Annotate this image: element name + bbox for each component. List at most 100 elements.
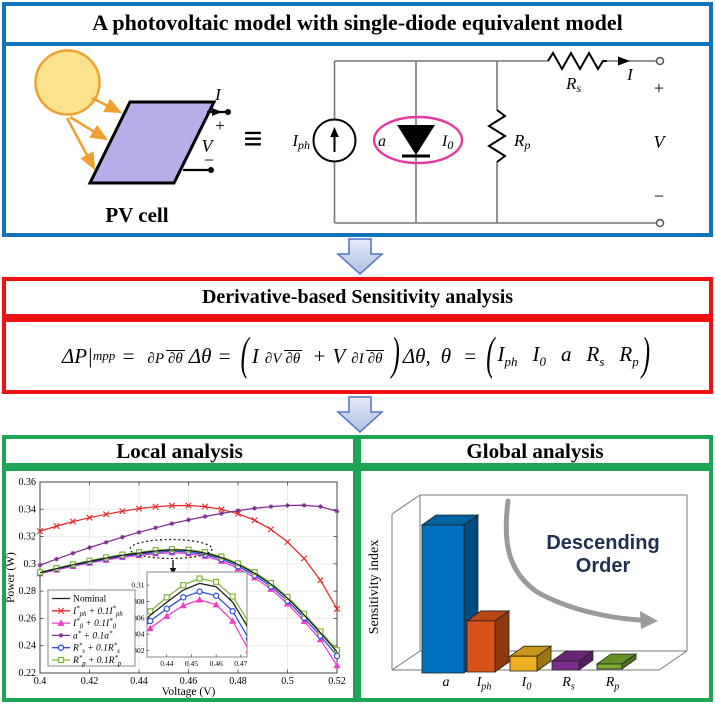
svg-text:0.47: 0.47 [234, 659, 247, 668]
sensitivity-equation: ΔP| mpp = ∂P ∂θ Δθ = ( I ∂V ∂θ + V ∂I ∂θ ) Δ… [6, 322, 709, 390]
svg-text:0.26: 0.26 [19, 613, 37, 624]
sun-icon [34, 49, 101, 116]
svg-text:0.306: 0.306 [128, 613, 145, 622]
descending-order-text: Descending [546, 532, 659, 554]
output-current-arrowhead [618, 56, 630, 66]
terminal-bottom-icon [655, 218, 665, 228]
eq-dtheta-1: Δθ [188, 343, 212, 368]
pv-section-title: A photovoltaic model with single-diode e… [6, 6, 709, 46]
svg-text:Iph: Iph [476, 675, 492, 692]
equivalence-symbol: ≡ [243, 121, 262, 158]
svg-text:Rs: Rs [561, 675, 575, 692]
eq-i: I [251, 343, 259, 368]
pv-minus-label: − [204, 150, 214, 170]
pv-voltage-label: V [202, 136, 215, 156]
sensitivity-section-title: Derivative-based Sensitivity analysis [2, 277, 713, 318]
svg-text:0.22: 0.22 [19, 668, 37, 679]
svg-text:0.304: 0.304 [128, 630, 145, 639]
svg-text:0.28: 0.28 [19, 586, 37, 597]
output-voltage-label: V [654, 132, 667, 152]
inset-series [147, 575, 247, 654]
bar-I0 [508, 645, 553, 672]
pv-current-label: I [214, 85, 222, 104]
descending-order-text: Order [576, 555, 631, 577]
local-analysis-chart: 0.4 0.42 0.44 0.46 0.48 0.5 0.52 0.22 0.24 0.26 0.… [5, 477, 346, 698]
eq-param-i0: I0 [532, 341, 547, 370]
diode-highlight-ellipse [372, 115, 464, 165]
inset-box [146, 571, 248, 658]
eq-param-iph: Iph [497, 341, 518, 370]
down-arrow-2 [336, 396, 384, 434]
iph-label: Iph [291, 131, 310, 152]
pv-terminal-bottom [208, 167, 214, 173]
output-current-label: I [626, 65, 634, 84]
bar-Rp [595, 653, 638, 670]
local-analysis-title: Local analysis [2, 435, 357, 467]
eq-param-rp: Rp [619, 341, 639, 370]
pv-terminal-top [225, 109, 231, 115]
eq-frac-2: ∂V ∂θ [264, 349, 303, 367]
output-plus-label: + [654, 78, 664, 98]
rs-label: Rs [565, 74, 581, 95]
bar-Rs [550, 650, 595, 671]
i0-label: I0 [441, 133, 453, 152]
svg-text:0.302: 0.302 [128, 646, 145, 655]
svg-text:Rp: Rp [605, 675, 620, 692]
output-minus-label: − [654, 186, 664, 206]
svg-text:0.46: 0.46 [180, 676, 198, 687]
svg-text:a* + 0.1a*: a* + 0.1a* [73, 630, 113, 641]
svg-text:a: a [443, 675, 450, 690]
svg-text:I*0 + 0.1I*0: I*0 + 0.1I*0 [72, 618, 117, 630]
series-1 [36, 502, 341, 613]
svg-text:0.34: 0.34 [19, 504, 37, 515]
svg-text:0.44: 0.44 [130, 676, 148, 687]
pv-plus-label: + [215, 116, 225, 135]
svg-text:0.45: 0.45 [185, 659, 198, 668]
pv-current-arrowhead [212, 108, 222, 116]
rp-label: Rp [513, 131, 530, 152]
svg-text:0.46: 0.46 [210, 659, 223, 668]
local-analysis-panel: 0.4 0.42 0.44 0.46 0.48 0.5 0.52 0.22 0.24 0.26 0.… [2, 467, 357, 702]
bar-Iph [465, 610, 511, 673]
svg-text:R*p + 0.1R*p: R*p + 0.1R*p [72, 655, 122, 667]
eq-param-rs: Rs [586, 341, 605, 370]
ideality-factor-label: a [378, 133, 386, 150]
pv-panel [87, 100, 217, 185]
eq-plist-paren-right: ) [641, 330, 651, 381]
pv-circuit-diagram: I + V − PV cell ≡ Iph [34, 49, 667, 228]
global-analysis-chart: Sensitivity index a Iph I0 Rs Rp DescendingOrd… [367, 494, 688, 692]
svg-text:I0: I0 [521, 675, 532, 692]
svg-text:0.52: 0.52 [328, 676, 346, 687]
eq-paren-left: ( [240, 330, 249, 381]
svg-text:0.42: 0.42 [81, 676, 99, 687]
down-arrow-1 [336, 238, 384, 276]
local-plot: 0.4 0.42 0.44 0.46 0.48 0.5 0.52 0.22 0.24 0.26 0.… [5, 477, 346, 698]
svg-text:0.44: 0.44 [160, 659, 173, 668]
global-analysis-title: Global analysis [357, 435, 713, 467]
svg-text:0.32: 0.32 [19, 532, 37, 543]
eq-theta: θ [440, 343, 452, 368]
eq-paren-right: ) [391, 330, 400, 381]
rp-resistor-icon [487, 109, 507, 163]
terminal-top-icon [655, 56, 665, 66]
svg-text:0.36: 0.36 [19, 477, 37, 488]
svg-text:0.4: 0.4 [34, 676, 47, 687]
global-ylabel: Sensitivity index [367, 540, 382, 635]
series-0 [39, 549, 338, 653]
local-ylabel: Power (W) [6, 552, 17, 603]
svg-text:0.24: 0.24 [19, 641, 37, 652]
diode-icon [397, 125, 435, 155]
rs-resistor-icon [547, 50, 607, 72]
current-source-arrowhead [330, 127, 339, 137]
svg-text:I*ph + 0.1I*ph: I*ph + 0.1I*ph [72, 606, 123, 618]
series-3 [37, 503, 340, 568]
svg-text:0.5: 0.5 [281, 676, 294, 687]
global-plot: Sensitivity index a Iph I0 Rs Rp DescendingOrd… [367, 494, 688, 692]
mpp-zoom-ellipse [129, 538, 213, 560]
eq-equals-1: = [121, 343, 136, 368]
eq-frac-1: ∂P ∂θ [147, 349, 185, 367]
svg-text:0.3: 0.3 [24, 559, 37, 570]
descending-arrow [503, 498, 643, 623]
eq-param-a: a [561, 341, 572, 366]
